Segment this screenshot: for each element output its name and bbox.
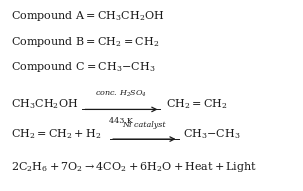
Text: $\mathregular{CH_2{=}CH_2}$: $\mathregular{CH_2{=}CH_2}$ (166, 98, 228, 111)
Text: $\mathregular{CH_2{=}CH_2 + H_2}$: $\mathregular{CH_2{=}CH_2 + H_2}$ (11, 127, 102, 141)
Text: $\mathregular{CH_3CH_2OH}$: $\mathregular{CH_3CH_2OH}$ (11, 98, 78, 111)
Text: $\mathregular{Compound\ A = CH_3CH_2OH}$: $\mathregular{Compound\ A = CH_3CH_2OH}$ (11, 9, 165, 23)
Text: Ni catalyst: Ni catalyst (122, 121, 166, 129)
Text: $\mathregular{Compound\ B = CH_2{=}CH_2}$: $\mathregular{Compound\ B = CH_2{=}CH_2}… (11, 35, 159, 49)
Text: conc. H$\mathregular{_2}$SO$\mathregular{_4}$: conc. H$\mathregular{_2}$SO$\mathregular… (95, 89, 147, 99)
Text: $\mathregular{Compound\ C = CH_3{-}CH_3}$: $\mathregular{Compound\ C = CH_3{-}CH_3}… (11, 61, 155, 74)
Text: $\mathregular{2C_2H_6 + 7O_2 \rightarrow 4CO_2 + 6H_2O + Heat + Light}$: $\mathregular{2C_2H_6 + 7O_2 \rightarrow… (11, 160, 257, 174)
Text: $\mathregular{CH_3{-}CH_3}$: $\mathregular{CH_3{-}CH_3}$ (183, 127, 240, 141)
Text: 443 K: 443 K (109, 117, 133, 125)
